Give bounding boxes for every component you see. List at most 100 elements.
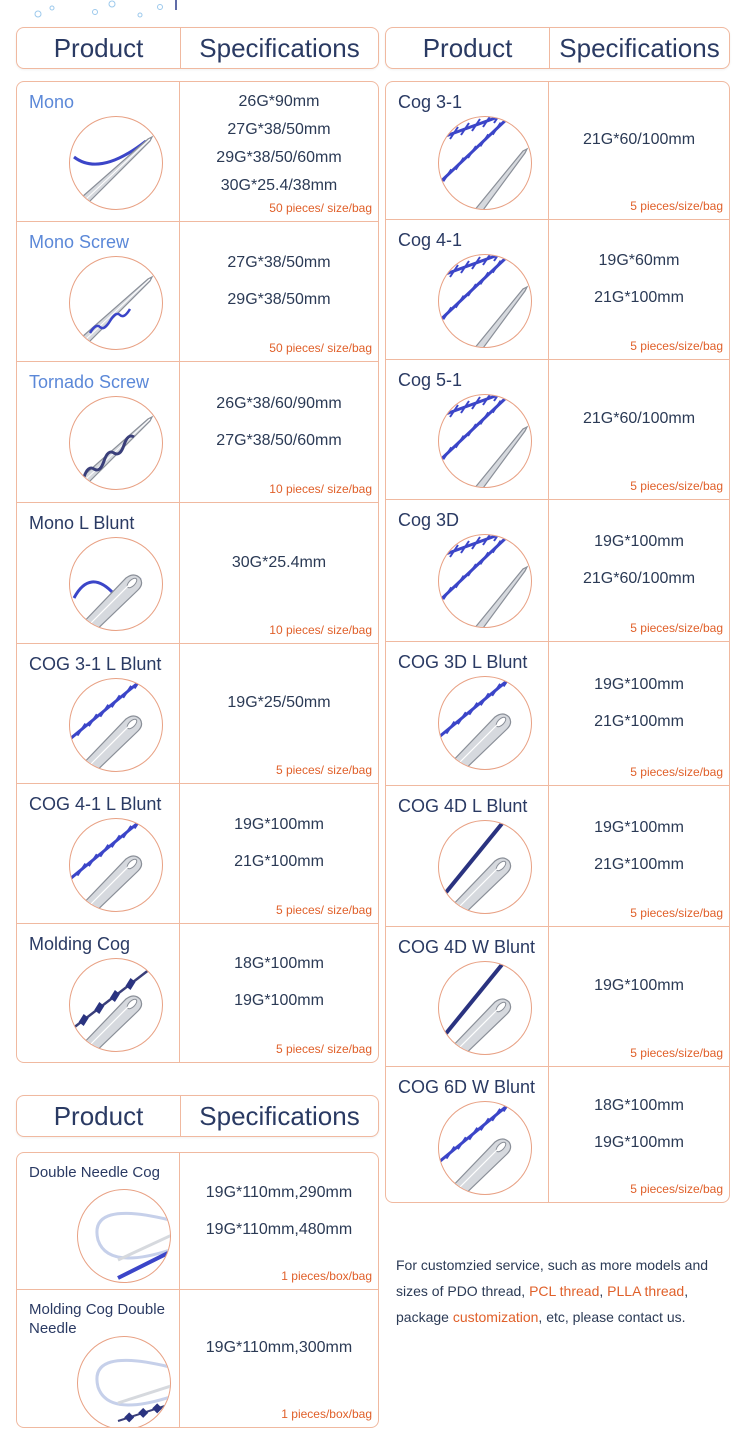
product-cell: Mono Screw bbox=[17, 222, 180, 361]
product-name: Molding Cog bbox=[29, 934, 131, 954]
packaging-label: 5 pieces/size/bag bbox=[630, 1182, 723, 1196]
product-cell: Cog 4-1 bbox=[386, 220, 549, 359]
product-name: Cog 3D bbox=[398, 510, 460, 530]
custom-service-note: For customzied service, such as more mod… bbox=[396, 1252, 726, 1330]
product-cell: COG 4D W Blunt bbox=[386, 927, 549, 1066]
header-product: Product bbox=[53, 1100, 144, 1131]
product-row-cog-4d-w-blunt: COG 4D W Blunt 19G*100mm 5 pieces/size/ba… bbox=[386, 927, 729, 1067]
packaging-label: 5 pieces/ size/bag bbox=[275, 763, 372, 777]
packaging-label: 5 pieces/size/bag bbox=[630, 199, 723, 213]
spec-list: 19G*25/50mm bbox=[180, 691, 378, 715]
spec-item: 21G*60/100mm bbox=[582, 410, 696, 427]
spec-item: 21G*60/100mm bbox=[582, 570, 696, 587]
packaging-label: 50 pieces/ size/bag bbox=[269, 201, 372, 215]
spec-item: 18G*100mm bbox=[594, 1096, 684, 1114]
specifications-cell: 19G*110mm,300mm 1 pieces/box/bag bbox=[180, 1290, 378, 1427]
product-name: COG 3-1 L Blunt bbox=[29, 654, 162, 674]
thread-needle-icon bbox=[69, 958, 163, 1052]
product-row-cog-3d: Cog 3D 19G*100mm 21G*60/100mm 5 pieces/siz… bbox=[386, 500, 729, 642]
product-name: COG 4D L Blunt bbox=[398, 796, 528, 816]
product-cell: Cog 3-1 bbox=[386, 82, 549, 219]
spec-item: 27G*38/50/60mm bbox=[216, 431, 342, 449]
bottom-product-table: Double Needle Cog 19G*110mm,290mm 19G*110… bbox=[16, 1152, 379, 1428]
product-cell: Double Needle Cog bbox=[17, 1153, 180, 1289]
spec-list: 19G*100mm 21G*100mm bbox=[549, 666, 729, 740]
product-row-cog-3-1: Cog 3-1 21G*60/100mm 5 pieces/size/bag bbox=[386, 82, 729, 220]
product-cell: COG 3-1 L Blunt bbox=[17, 644, 180, 783]
spec-item: 27G*38/50mm bbox=[227, 121, 331, 138]
note-text-4: , etc, please contact us. bbox=[538, 1309, 686, 1325]
product-name: Tornado Screw bbox=[29, 372, 150, 392]
spec-item: 27G*38/50mm bbox=[227, 254, 331, 271]
spec-item: 26G*38/60/90mm bbox=[216, 394, 342, 412]
specifications-cell: 19G*100mm 5 pieces/size/bag bbox=[549, 927, 729, 1066]
product-row-cog-4-1: Cog 4-1 19G*60mm 21G*100mm 5 pieces/size/b… bbox=[386, 220, 729, 360]
spec-item: 29G*38/50mm bbox=[227, 291, 331, 308]
spec-list: 18G*100mm 19G*100mm bbox=[549, 1087, 729, 1161]
note-text-1: For customzied service, such as more mod… bbox=[396, 1257, 709, 1299]
product-row-cog-4-1-l-blunt: COG 4-1 L Blunt 19G*100mm 21G*100mm 5 piec… bbox=[17, 784, 378, 924]
thread-needle-icon bbox=[438, 820, 532, 914]
spec-item: 19G*110mm,300mm bbox=[205, 1338, 353, 1356]
packaging-label: 5 pieces/size/bag bbox=[630, 906, 723, 920]
product-cell: Mono L Blunt bbox=[17, 503, 180, 643]
product-name: Cog 4-1 bbox=[398, 230, 463, 250]
header-specifications: Specifications bbox=[559, 32, 720, 63]
product-name: COG 4D W Blunt bbox=[398, 937, 536, 957]
packaging-label: 5 pieces/ size/bag bbox=[275, 1042, 372, 1056]
product-cell: Cog 3D bbox=[386, 500, 549, 641]
left-product-table: Mono 26G*90mm 27G*38/50mm 29G*38/50/60mm 30… bbox=[16, 81, 379, 1063]
packaging-label: 10 pieces/ size/bag bbox=[269, 482, 372, 496]
specifications-cell: 26G*90mm 27G*38/50mm 29G*38/50/60mm 30G*25.… bbox=[180, 82, 378, 221]
spec-list: 19G*100mm 21G*60/100mm bbox=[549, 523, 729, 597]
thread-needle-icon bbox=[69, 256, 163, 350]
spec-list: 21G*60/100mm bbox=[549, 128, 729, 152]
product-cell: Cog 5-1 bbox=[386, 360, 549, 499]
thread-needle-icon bbox=[69, 116, 163, 210]
right-product-table: Cog 3-1 21G*60/100mm 5 pieces/size/bag Cog… bbox=[385, 81, 730, 1203]
thread-needle-icon bbox=[438, 534, 532, 628]
thread-needle-icon bbox=[69, 818, 163, 912]
header-specifications: Specifications bbox=[199, 1100, 360, 1131]
packaging-label: 1 pieces/box/bag bbox=[281, 1269, 372, 1283]
header-product: Product bbox=[422, 32, 513, 63]
product-row-molding-cog: Molding Cog 18G*100mm 19G*100mm 5 pieces/ … bbox=[17, 924, 378, 1062]
spec-item: 19G*25/50mm bbox=[227, 694, 331, 711]
product-name: COG 4-1 L Blunt bbox=[29, 794, 162, 814]
spec-list: 26G*90mm 27G*38/50mm 29G*38/50/60mm 30G*25.… bbox=[180, 88, 378, 200]
spec-item: 30G*25.4/38mm bbox=[220, 177, 338, 194]
spec-item: 19G*110mm,480mm bbox=[205, 1220, 353, 1238]
spec-list: 21G*60/100mm bbox=[549, 407, 729, 431]
product-name: Double Needle Cog bbox=[29, 1164, 160, 1181]
product-row-cog-4d-l-blunt: COG 4D L Blunt 19G*100mm 21G*100mm 5 piece… bbox=[386, 786, 729, 927]
product-cell: COG 3D L Blunt bbox=[386, 642, 549, 785]
packaging-label: 5 pieces/size/bag bbox=[630, 621, 723, 635]
spec-list: 19G*110mm,300mm bbox=[180, 1336, 378, 1360]
spec-list: 19G*60mm 21G*100mm bbox=[549, 242, 729, 316]
spec-list: 19G*110mm,290mm 19G*110mm,480mm bbox=[180, 1174, 378, 1248]
header-product: Product bbox=[53, 32, 144, 63]
spec-item: 19G*100mm bbox=[594, 818, 684, 836]
thread-needle-icon bbox=[77, 1189, 171, 1283]
spec-item: 19G*100mm bbox=[594, 533, 684, 550]
note-text-3: , package bbox=[396, 1283, 689, 1325]
bottom-table-header: Product Specifications bbox=[16, 1095, 379, 1137]
thread-needle-icon bbox=[438, 394, 532, 488]
left-table-header: Product Specifications bbox=[16, 27, 379, 69]
specifications-cell: 19G*100mm 21G*100mm 5 pieces/size/bag bbox=[549, 642, 729, 785]
packaging-label: 1 pieces/box/bag bbox=[281, 1407, 372, 1421]
product-row-cog-6d-w-blunt: COG 6D W Blunt 18G*100mm 19G*100mm 5 piece… bbox=[386, 1067, 729, 1202]
spec-item: 19G*100mm bbox=[594, 1133, 684, 1151]
specifications-cell: 21G*60/100mm 5 pieces/size/bag bbox=[549, 360, 729, 499]
product-row-cog-5-1: Cog 5-1 21G*60/100mm 5 pieces/size/bag bbox=[386, 360, 729, 500]
product-name: COG 3D L Blunt bbox=[398, 652, 528, 672]
product-row-cog-3-1-l-blunt: COG 3-1 L Blunt 19G*25/50mm 5 pieces/ siz… bbox=[17, 644, 378, 784]
product-row-molding-cog-double-needle: Molding Cog Double Needle 19G*110mm,300m… bbox=[17, 1290, 378, 1427]
spec-item: 19G*110mm,290mm bbox=[205, 1183, 353, 1201]
product-cell: Molding Cog bbox=[17, 924, 180, 1062]
specifications-cell: 19G*25/50mm 5 pieces/ size/bag bbox=[180, 644, 378, 783]
packaging-label: 50 pieces/ size/bag bbox=[269, 341, 372, 355]
spec-list: 30G*25.4mm bbox=[180, 551, 378, 575]
spec-item: 19G*100mm bbox=[234, 816, 324, 833]
packaging-label: 5 pieces/size/bag bbox=[630, 1046, 723, 1060]
